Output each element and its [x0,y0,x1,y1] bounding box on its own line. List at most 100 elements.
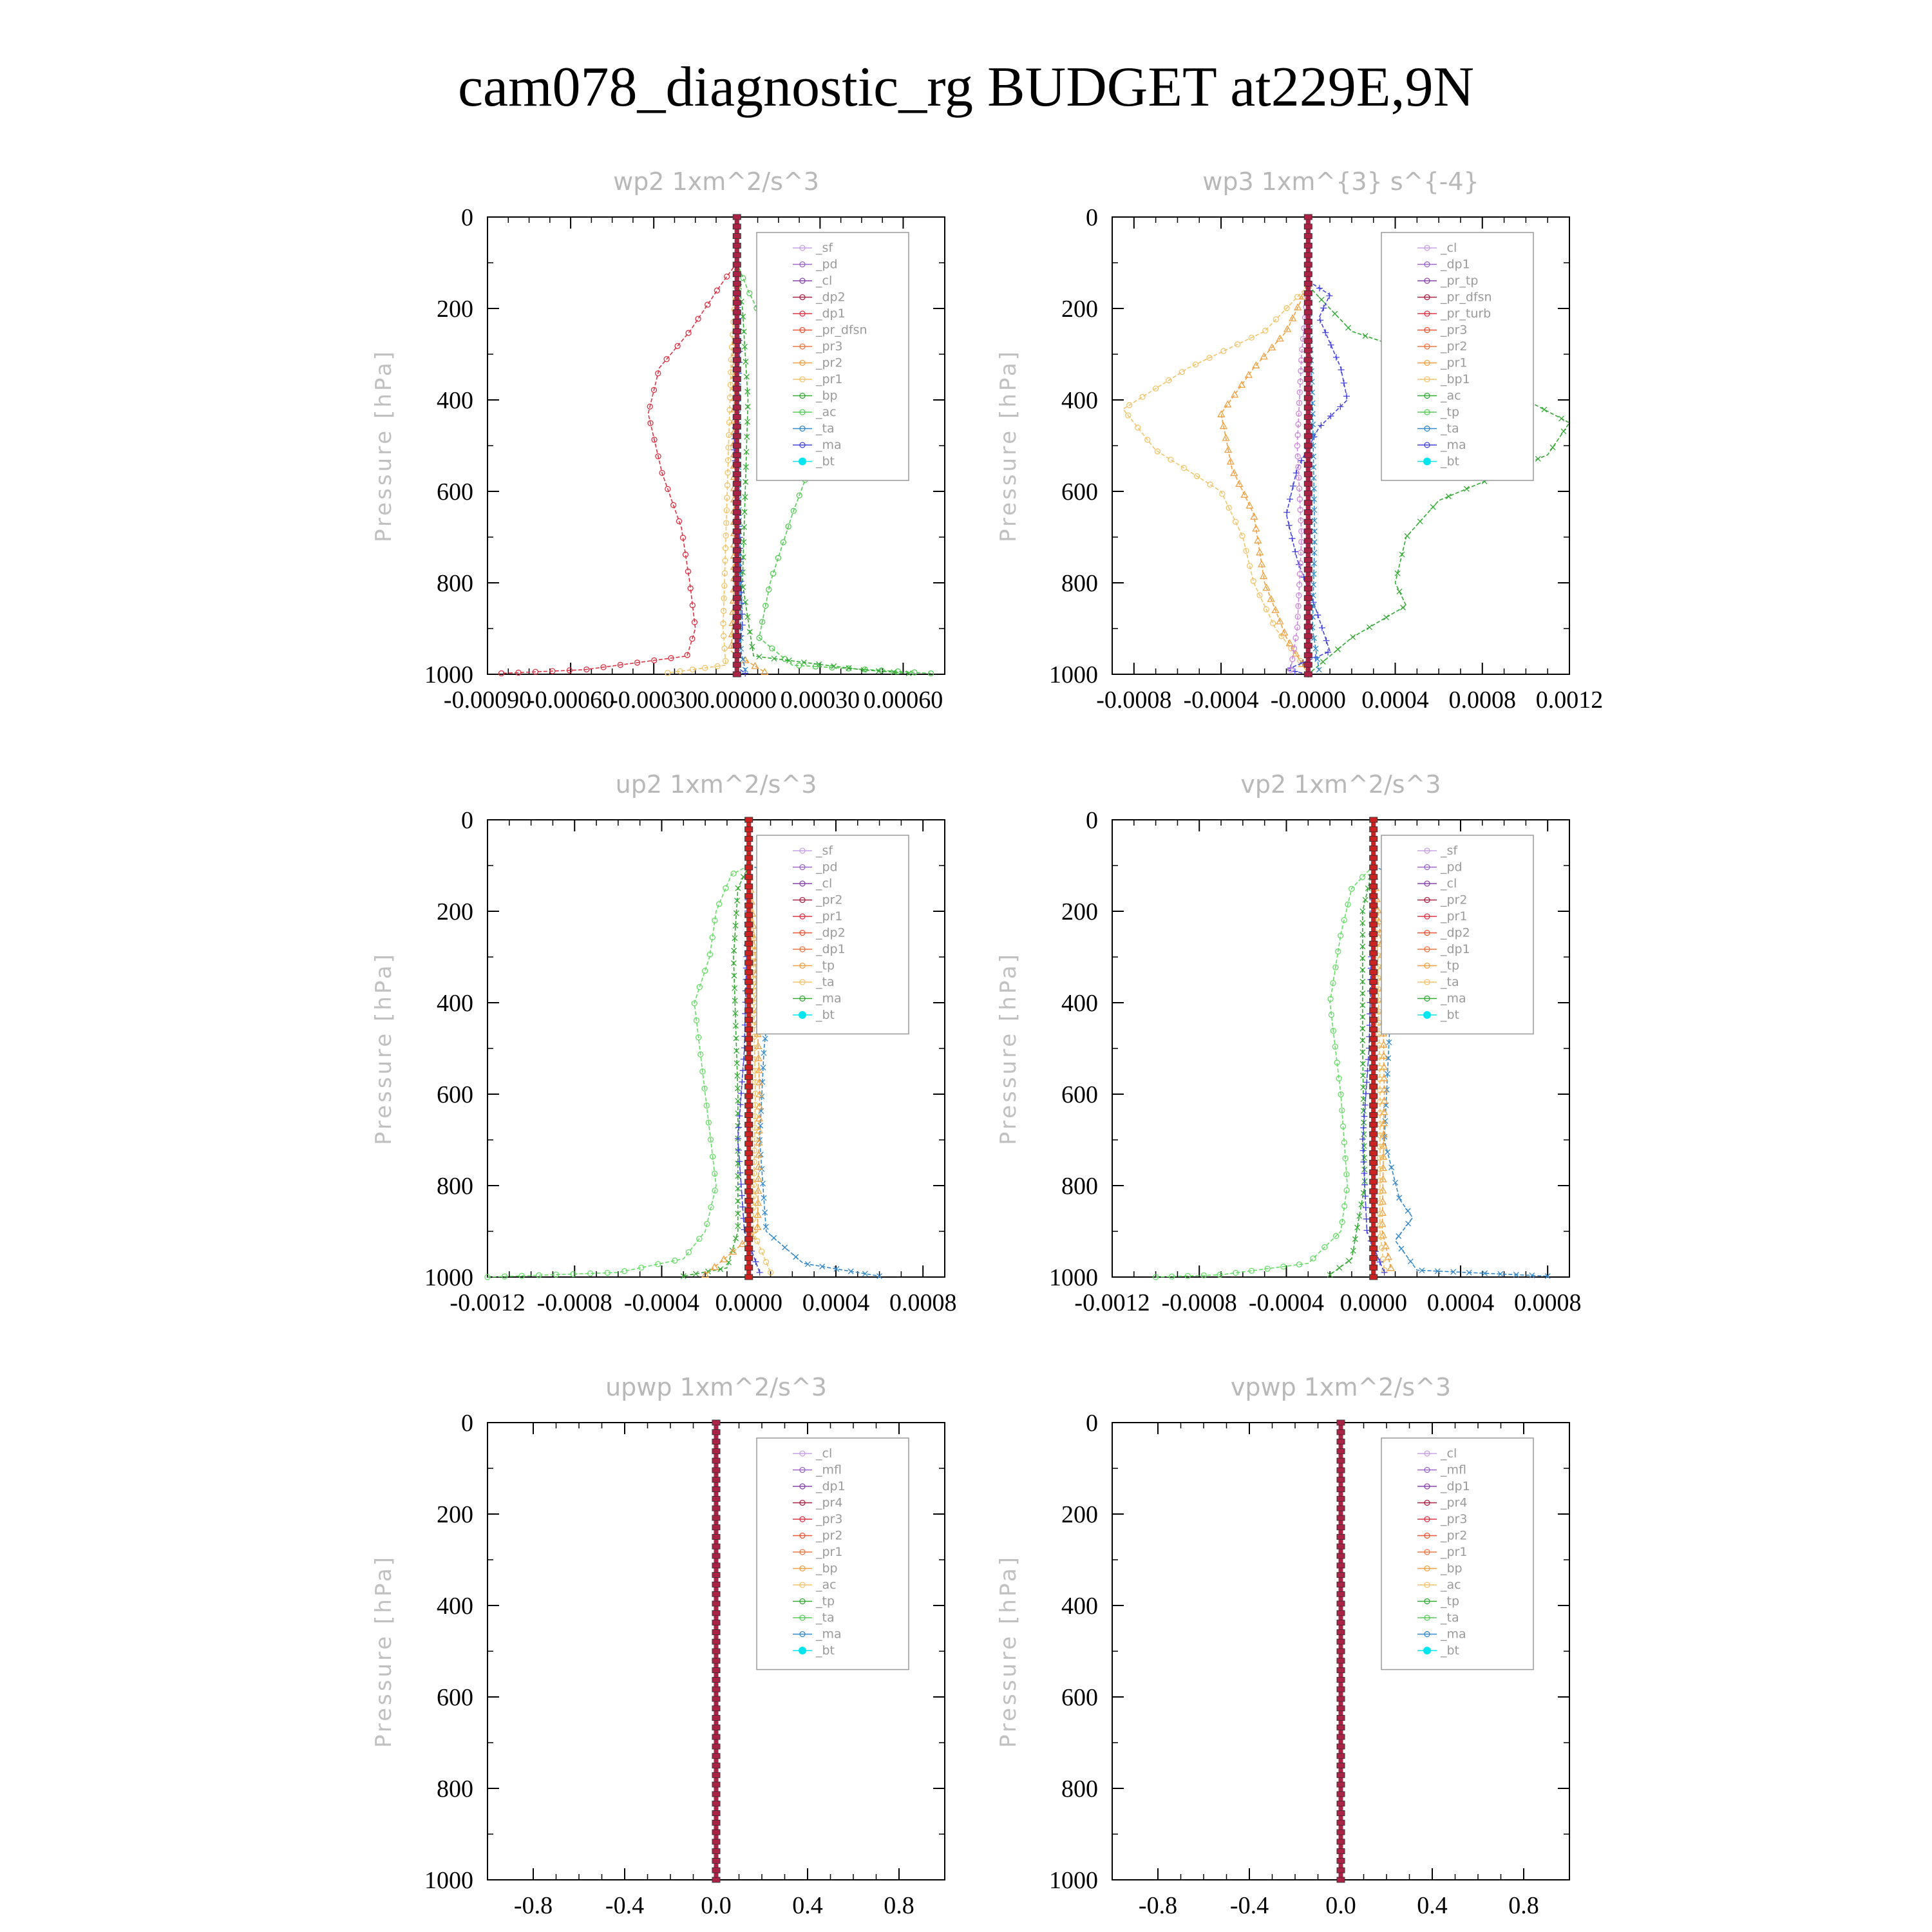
data-point [744,998,753,1004]
data-point [1311,496,1317,502]
legend-marker [799,946,806,952]
data-point [724,469,731,476]
data-point [1369,950,1378,956]
data-point [735,1173,741,1179]
data-point [1316,317,1323,324]
legend-marker [799,442,806,448]
data-point [1343,393,1350,400]
data-point [712,1582,721,1587]
data-point [705,301,711,308]
data-point [730,960,737,967]
data-point [1430,504,1436,510]
data-point [1356,1213,1363,1219]
y-tick-label: 200 [1061,296,1098,323]
legend-marker [799,310,806,317]
data-point [734,1135,741,1142]
y-axis-label: Pressure [hPa] [371,952,397,1145]
data-point [732,1023,739,1029]
legend-marker [1424,261,1430,268]
data-point [744,1065,753,1070]
data-point [744,969,753,976]
data-point [1126,402,1133,408]
data-point [771,656,777,662]
data-point [714,287,721,294]
x-tick-label: -0.0008 [1162,1289,1237,1316]
data-point [1327,413,1334,420]
data-point [1252,524,1260,532]
data-point [1336,1705,1345,1712]
data-point [1296,496,1303,502]
data-point [1295,603,1302,609]
data-point [617,661,623,668]
data-point [712,1543,721,1549]
legend-label: _ac [1440,1578,1461,1592]
data-point [1179,368,1185,375]
data-point [1346,1258,1352,1264]
data-point [1369,1255,1378,1261]
data-point [759,1180,766,1187]
data-point [1336,1419,1345,1426]
legend-marker [799,1516,806,1522]
data-point [1303,252,1312,258]
data-point [1296,400,1303,406]
data-point [891,669,897,676]
legend-marker [1423,1011,1431,1019]
data-point [1369,1226,1378,1233]
legend-label: _pr3 [1440,323,1467,337]
data-point [753,1222,762,1230]
data-point [647,420,654,426]
data-point [732,518,741,525]
y-axis-label: Pressure [hPa] [996,349,1021,542]
data-point [755,1150,763,1158]
data-point [744,1160,753,1166]
data-point [732,433,741,439]
data-point [1361,1101,1368,1108]
data-point [744,1074,753,1080]
legend-label: _pr2 [815,1529,842,1543]
y-tick-label: 200 [1061,1501,1098,1528]
data-point [712,1772,721,1778]
data-point [739,1204,746,1211]
data-point [1336,1676,1345,1683]
data-point [1369,902,1378,909]
data-point [719,1255,728,1263]
data-point [1283,325,1292,332]
data-point [927,670,934,677]
data-point [1166,377,1172,384]
legend-label: _sf [815,844,833,858]
data-point [1392,1179,1399,1186]
legend-label: _ta [815,975,835,989]
data-point [712,1170,718,1177]
data-point [712,1467,721,1473]
data-point [1303,242,1312,249]
data-point [735,1186,741,1192]
data-point [712,1724,721,1730]
data-point [1303,223,1312,230]
data-point [1336,1743,1345,1750]
data-point [1336,1638,1345,1645]
data-point [712,1591,721,1597]
legend-box [1381,835,1534,1035]
data-point [1497,1271,1504,1277]
legend-marker [1424,896,1430,904]
data-point [735,1146,742,1153]
data-point [744,1093,753,1099]
data-point [1303,652,1312,658]
data-point [1336,1495,1345,1502]
data-point [692,1271,699,1277]
legend-label: _pr1 [815,909,842,923]
x-tick-label: -0.00030 [610,687,697,714]
data-point [682,551,689,558]
data-point [1345,325,1352,331]
data-point [767,1269,774,1276]
series-pr2 [1217,281,1312,677]
data-point [1359,920,1366,926]
series-pr1 [1122,282,1311,677]
legend-label: _dp1 [815,1479,846,1493]
data-point [1303,328,1312,334]
data-point [1369,884,1378,889]
data-point [1387,1264,1395,1271]
data-point [689,602,696,609]
data-point [1336,1515,1345,1521]
data-point [1271,606,1280,614]
